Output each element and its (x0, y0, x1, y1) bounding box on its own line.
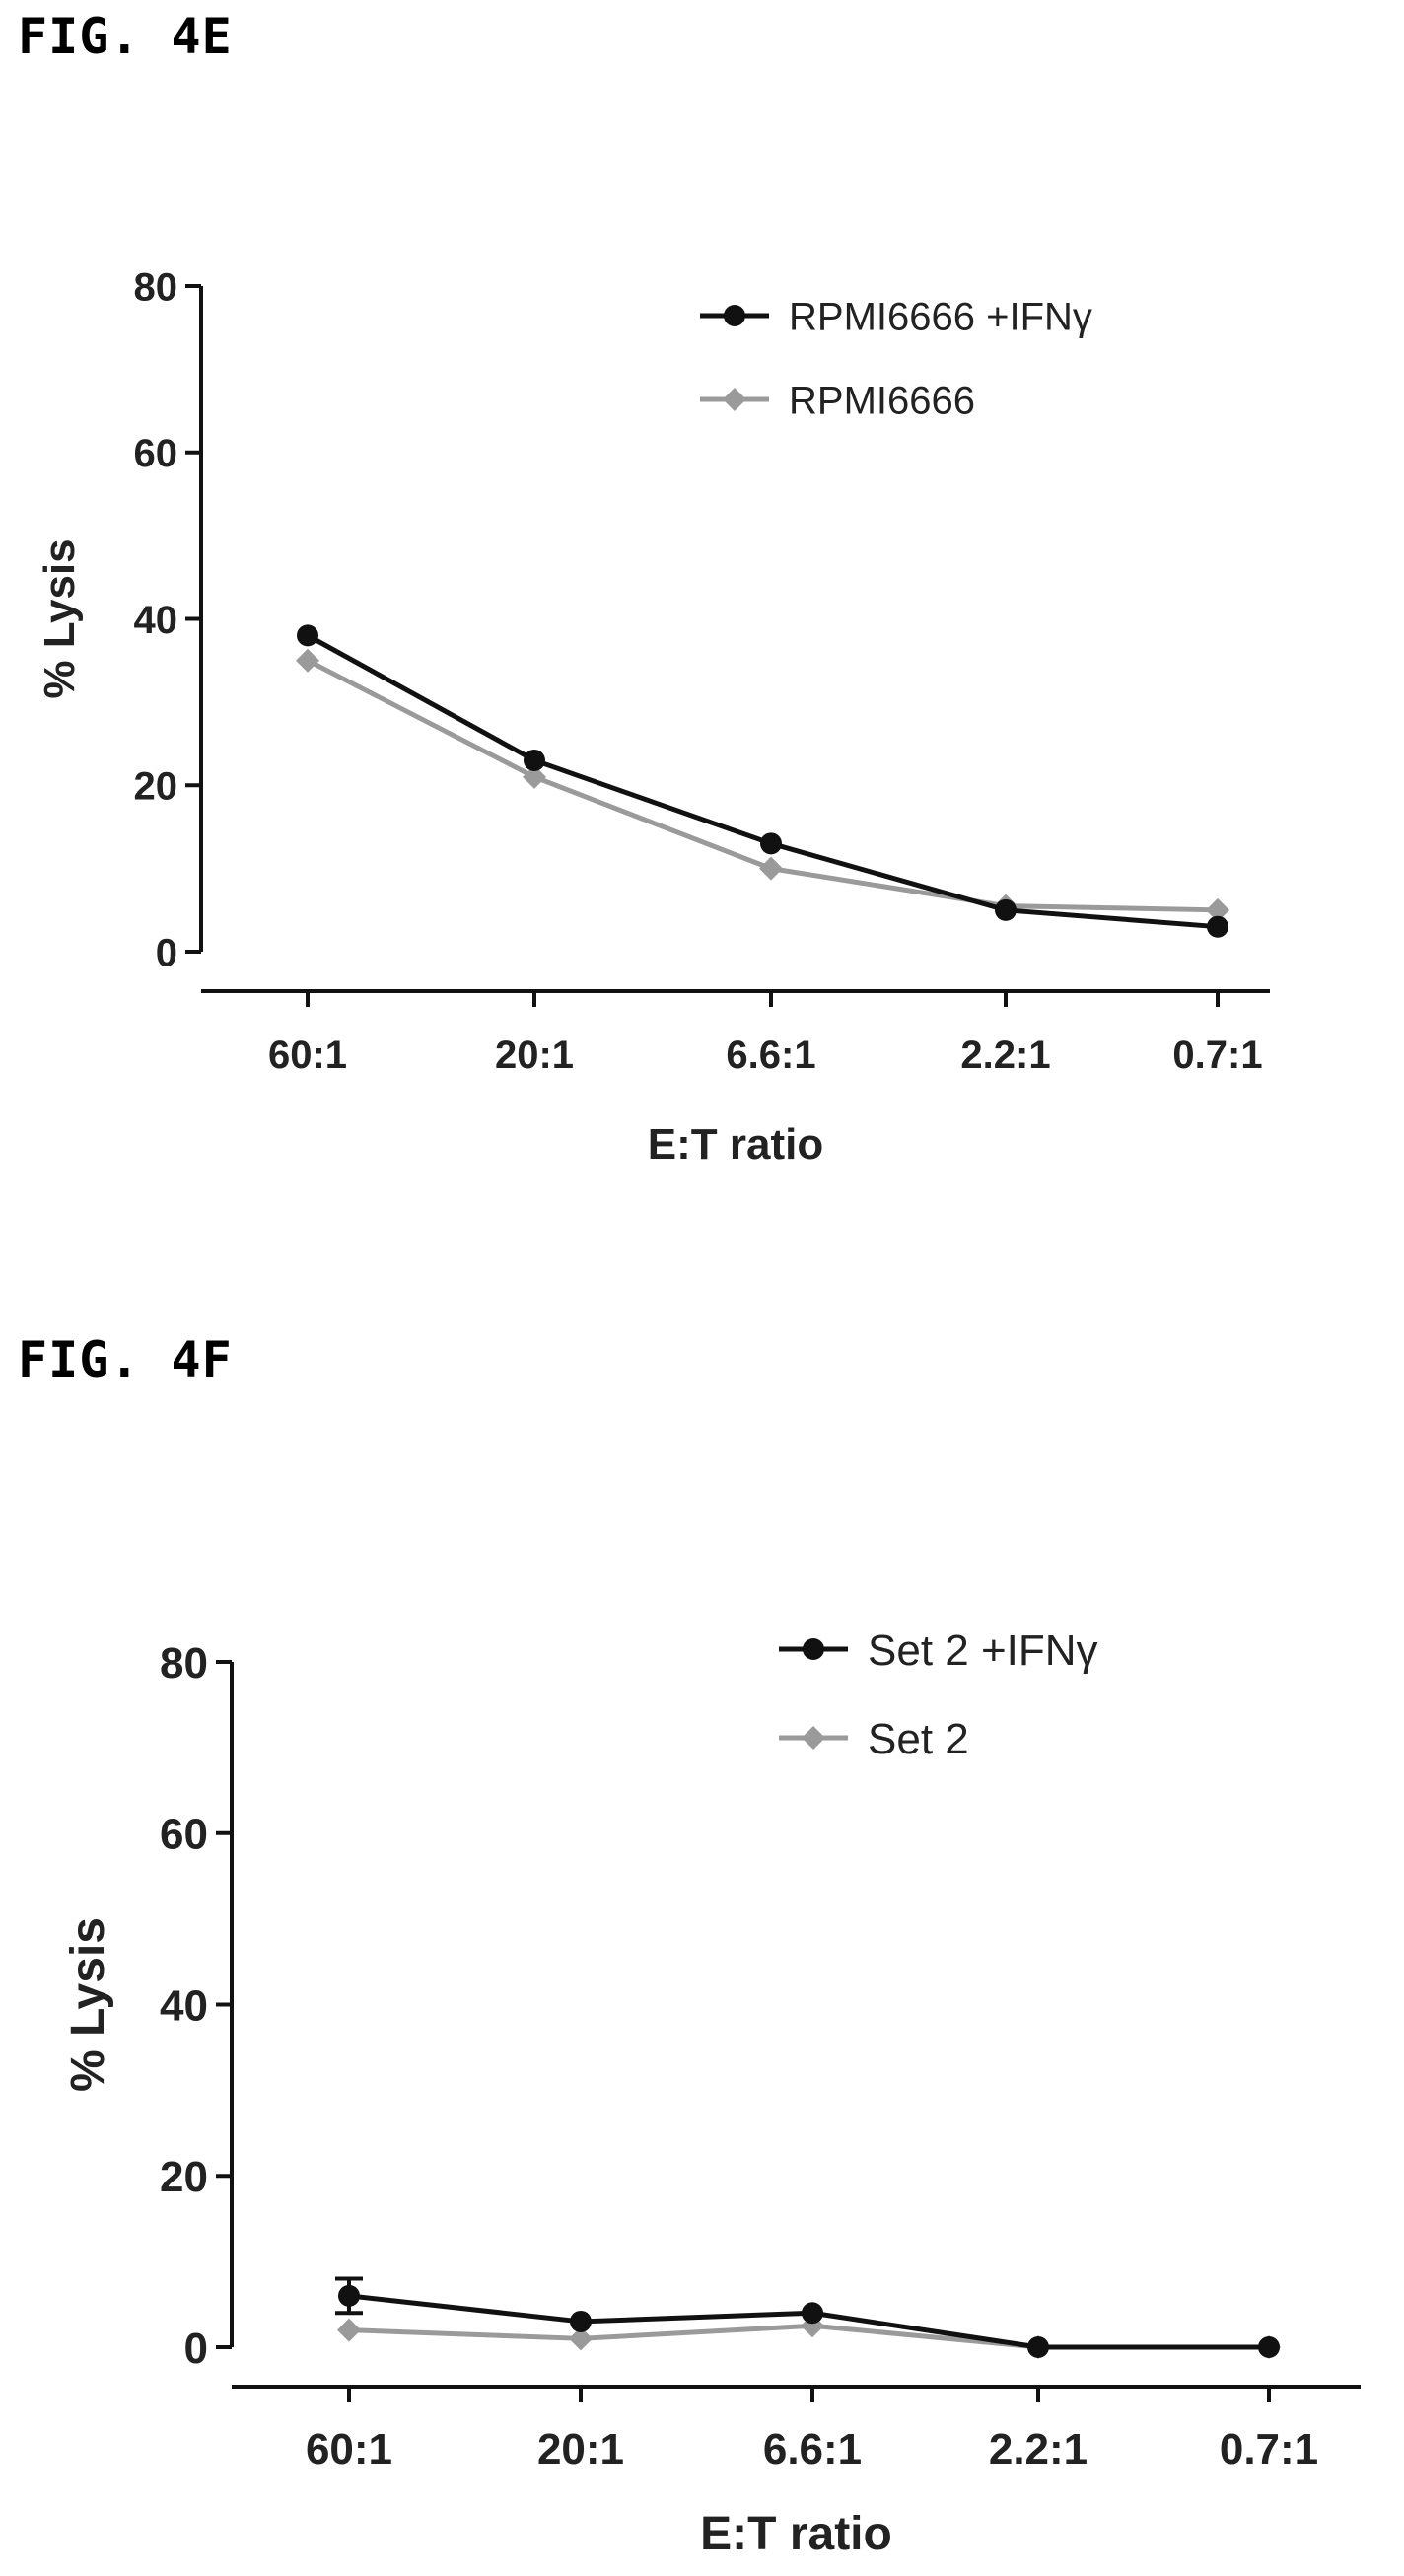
data-point (1207, 915, 1228, 938)
legend-label: Set 2 (868, 1715, 969, 1763)
y-tick-label: 60 (134, 432, 178, 475)
y-tick-label: 80 (134, 265, 178, 309)
data-point (338, 2284, 360, 2307)
y-tick-label: 20 (134, 765, 178, 809)
legend-marker (802, 1726, 825, 1750)
x-tick-label: 0.7:1 (1220, 2425, 1318, 2473)
x-tick-label: 6.6:1 (763, 2425, 862, 2473)
y-axis-title: % Lysis (62, 1917, 114, 2092)
y-tick-label: 60 (160, 1811, 208, 1859)
y-tick-label: 0 (184, 2325, 208, 2373)
x-tick-label: 60:1 (268, 1034, 347, 1077)
legend-label: RPMI6666 +IFNγ (789, 295, 1092, 338)
data-point (759, 856, 783, 881)
x-tick-label: 6.6:1 (726, 1034, 815, 1077)
x-tick-label: 2.2:1 (989, 2425, 1088, 2473)
y-tick-label: 20 (160, 2153, 208, 2201)
figure-label-4e: FIG. 4E (18, 8, 233, 65)
y-tick-label: 40 (160, 1981, 208, 2030)
chart-4e: 0 20 40 60 80 60:1 20:1 6.6:1 2.2:1 0.7:1 E:T rati… (35, 265, 1270, 1169)
figure-label-4f: FIG. 4F (18, 1331, 233, 1389)
y-tick-label: 40 (134, 599, 178, 642)
y-tick-label: 80 (160, 1639, 208, 1687)
x-tick-label: 60:1 (306, 2425, 392, 2473)
data-point (337, 2318, 361, 2342)
data-point (1206, 897, 1229, 922)
data-point (296, 648, 319, 673)
data-point (1027, 2336, 1049, 2358)
legend-marker (724, 305, 745, 326)
data-point (1258, 2336, 1280, 2358)
x-tick-label: 20:1 (495, 1034, 574, 1077)
x-axis-title: E:T ratio (700, 2508, 892, 2560)
legend-label: Set 2 +IFNγ (868, 1626, 1098, 1675)
data-point (802, 2302, 823, 2325)
x-tick-label: 0.7:1 (1172, 1034, 1262, 1077)
y-tick-label: 0 (156, 931, 177, 974)
data-point (523, 764, 546, 789)
legend-label: RPMI6666 (789, 379, 975, 422)
series-line (306, 633, 1219, 930)
x-tick-label: 20:1 (537, 2425, 624, 2473)
x-tick-label: 2.2:1 (960, 1034, 1050, 1077)
legend-marker (723, 388, 746, 411)
chart-4f: 0 20 40 60 80 60:1 20:1 6.6:1 2.2:1 0.7:1 E:T rati… (62, 1626, 1361, 2560)
legend-marker (803, 1638, 824, 1660)
data-point (524, 749, 545, 771)
data-point (570, 2310, 592, 2332)
data-point (297, 624, 318, 647)
data-point (569, 2326, 593, 2351)
y-axis-title: % Lysis (35, 538, 84, 698)
data-point (760, 832, 782, 855)
series-line (306, 658, 1219, 913)
data-point (995, 898, 1017, 921)
x-axis-title: E:T ratio (648, 1120, 823, 1169)
